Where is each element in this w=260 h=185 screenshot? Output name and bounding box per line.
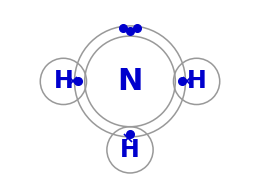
Text: H: H [54, 69, 73, 93]
Text: H: H [187, 69, 206, 93]
Text: N: N [117, 67, 143, 96]
Text: H: H [120, 138, 140, 162]
